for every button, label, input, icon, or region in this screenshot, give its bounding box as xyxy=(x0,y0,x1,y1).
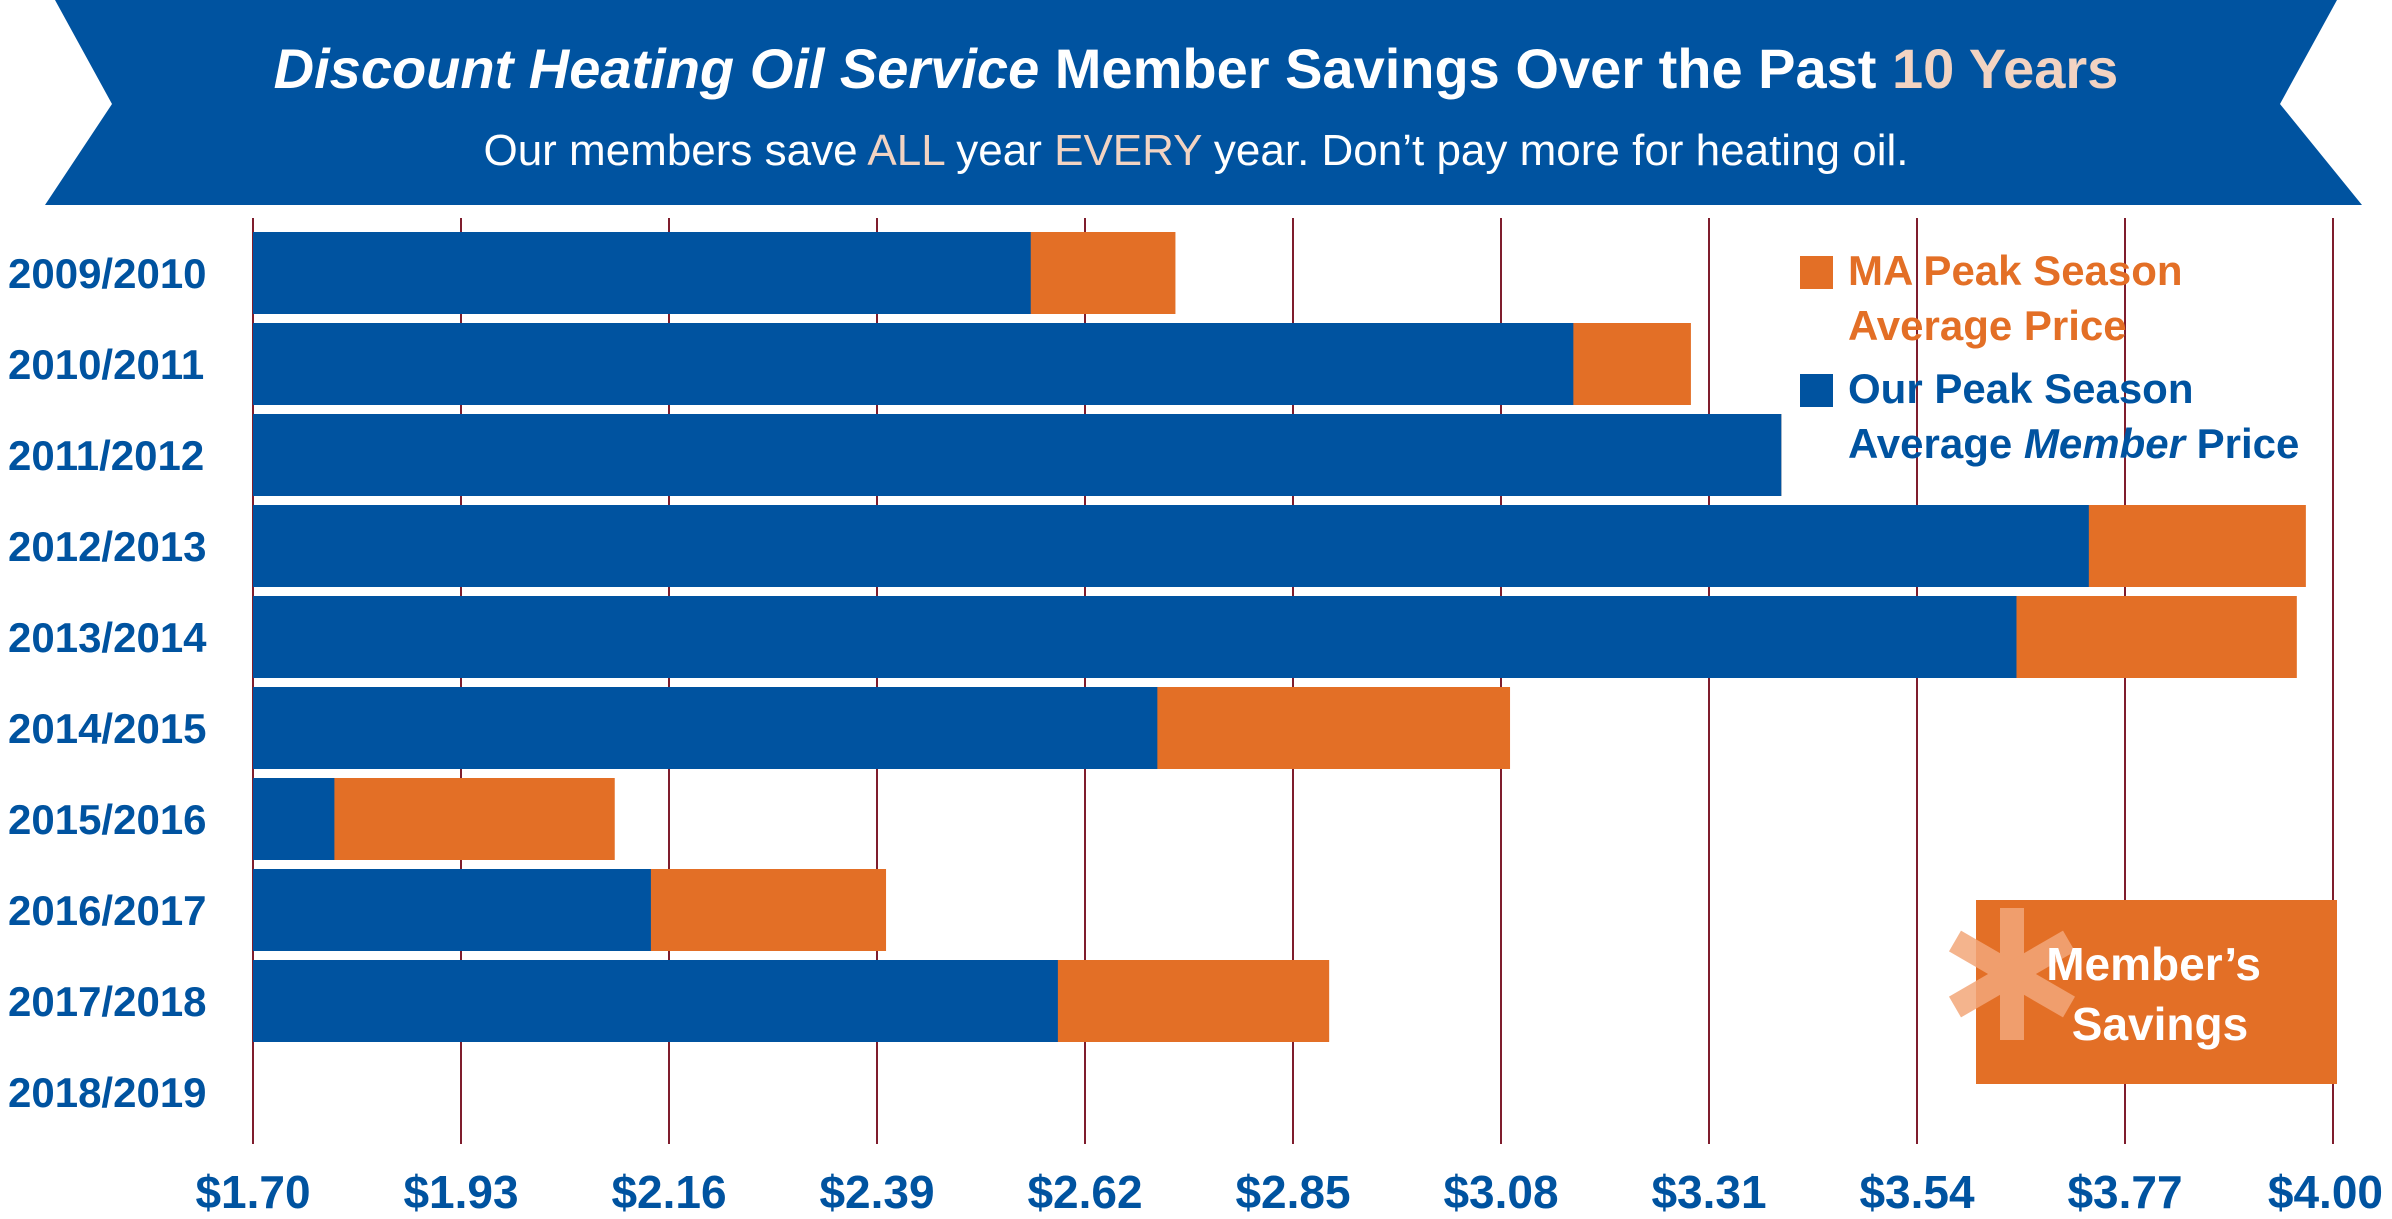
asterisk-icon xyxy=(1948,908,2076,1040)
savings-badge: Member’s Savings xyxy=(1948,900,2337,1084)
x-tick-label: $2.39 xyxy=(819,1166,934,1218)
legend-member-line2-post: Price xyxy=(2185,420,2299,467)
chart-title: Discount Heating Oil Service Member Savi… xyxy=(274,37,2119,100)
savings-badge-label: Member’s Savings xyxy=(2046,938,2274,1050)
subtitle-part-1: Our members save xyxy=(483,126,867,175)
y-tick-label: 2009/2010 xyxy=(8,250,207,297)
y-tick-label: 2013/2014 xyxy=(8,614,207,661)
legend-member-line2-italic: Member xyxy=(2024,420,2188,467)
legend-member-line1: Our Peak Season xyxy=(1848,365,2194,412)
x-tick-label: $2.16 xyxy=(611,1166,726,1218)
bar-member-price xyxy=(253,414,1782,496)
y-tick-label: 2010/2011 xyxy=(8,341,204,388)
savings-badge-line2: Savings xyxy=(2072,998,2248,1050)
x-tick-label: $1.70 xyxy=(195,1166,310,1218)
legend: MA Peak Season Average Price Our Peak Se… xyxy=(1800,247,2299,467)
x-tick-label: $4.00 xyxy=(2268,1166,2383,1218)
legend-member-line2-pre: Average xyxy=(1848,420,2024,467)
x-tick-label: $1.93 xyxy=(403,1166,518,1218)
legend-ma-swatch xyxy=(1800,256,1833,289)
x-tick-label: $2.62 xyxy=(1027,1166,1142,1218)
y-tick-label: 2012/2013 xyxy=(8,523,207,570)
bar-member-price xyxy=(253,323,1574,405)
bar-member-price xyxy=(253,596,2017,678)
subtitle-all: ALL xyxy=(867,126,945,175)
x-tick-label: $3.08 xyxy=(1443,1166,1558,1218)
x-tick-label: $3.31 xyxy=(1651,1166,1766,1218)
y-axis-labels: 2009/2010 2010/2011 2011/2012 2012/2013 2013… xyxy=(8,250,207,1116)
legend-member-swatch xyxy=(1800,374,1833,407)
y-tick-label: 2016/2017 xyxy=(8,887,207,934)
bar-member-price xyxy=(253,687,1158,769)
bar-member-price xyxy=(253,505,2089,587)
title-italic: Discount Heating Oil Service xyxy=(274,37,1040,100)
x-tick-label: $3.77 xyxy=(2067,1166,2182,1218)
title-banner xyxy=(45,0,2362,205)
bars xyxy=(253,232,2306,1042)
y-tick-label: 2011/2012 xyxy=(8,432,204,479)
chart-subtitle: Our members save ALL year EVERY year. Do… xyxy=(483,126,1908,175)
legend-ma-label: MA Peak Season Average Price xyxy=(1848,247,2194,349)
subtitle-every: EVERY xyxy=(1054,126,1202,175)
y-tick-label: 2014/2015 xyxy=(8,705,207,752)
x-axis-labels: $1.70 $1.93 $2.16 $2.39 $2.62 $2.85 $3.08 $3.31… xyxy=(195,1166,2383,1218)
legend-ma-line1: MA Peak Season xyxy=(1848,247,2183,294)
x-tick-label: $2.85 xyxy=(1235,1166,1350,1218)
bar-member-price xyxy=(253,869,651,951)
legend-member-label: Our Peak Season Average Member Price xyxy=(1848,365,2299,467)
y-tick-label: 2017/2018 xyxy=(8,978,207,1025)
y-tick-label: 2018/2019 xyxy=(8,1069,207,1116)
savings-badge-line1: Member’s xyxy=(2046,938,2261,990)
x-tick-label: $3.54 xyxy=(1859,1166,1975,1218)
bar-member-price xyxy=(253,232,1031,314)
subtitle-part-5: year. Don’t pay more for heating oil. xyxy=(1202,126,1909,175)
bar-member-price xyxy=(253,960,1058,1042)
title-main: Member Savings Over the Past xyxy=(1039,37,1892,100)
title-highlight: 10 Years xyxy=(1892,37,2118,100)
bar-member-price xyxy=(253,778,335,860)
subtitle-part-3: year xyxy=(944,126,1054,175)
y-tick-label: 2015/2016 xyxy=(8,796,207,843)
legend-ma-line2: Average Price xyxy=(1848,302,2127,349)
